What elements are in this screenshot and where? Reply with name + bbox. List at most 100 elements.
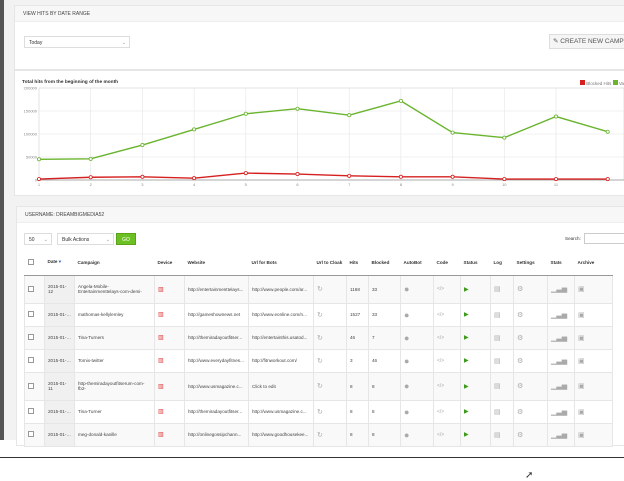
play-icon[interactable]: ▶ bbox=[460, 274, 491, 304]
cloak-refresh-icon[interactable]: ↻ bbox=[313, 348, 347, 373]
archive-icon[interactable]: ▣ bbox=[574, 422, 613, 447]
row-checkbox[interactable] bbox=[24, 274, 45, 304]
gear-icon[interactable]: ⚙ bbox=[513, 371, 548, 401]
stats-icon[interactable]: ▁▃▅ bbox=[547, 371, 575, 401]
col-url-bots[interactable]: Url for Bots bbox=[248, 250, 314, 276]
row-checkbox[interactable] bbox=[24, 371, 45, 401]
stats-icon[interactable]: ▁▃▅ bbox=[547, 422, 575, 447]
log-icon[interactable]: ▤ bbox=[490, 325, 514, 350]
col-autobot: AutoBot bbox=[400, 250, 434, 276]
code-icon[interactable]: </> bbox=[433, 325, 461, 350]
archive-icon[interactable]: ▣ bbox=[574, 302, 613, 327]
bulk-actions-select[interactable]: Bulk Actions ⌄ bbox=[57, 233, 114, 245]
bots-url-cell[interactable]: http://www.goodhousekee... bbox=[248, 422, 314, 447]
play-icon[interactable]: ▶ bbox=[460, 422, 491, 447]
play-icon[interactable]: ▶ bbox=[460, 325, 491, 350]
date-range-select[interactable]: Today ⌄ bbox=[24, 36, 130, 48]
log-icon[interactable]: ▤ bbox=[490, 422, 514, 447]
create-campaign-button[interactable]: ✎ CREATE NEW CAMP bbox=[549, 34, 624, 49]
select-all-checkbox[interactable] bbox=[24, 250, 45, 276]
archive-icon[interactable]: ▣ bbox=[574, 399, 613, 424]
archive-icon[interactable]: ▣ bbox=[574, 348, 613, 373]
android-icon[interactable]: ● bbox=[400, 399, 434, 424]
log-icon[interactable]: ▤ bbox=[490, 274, 514, 304]
search-input[interactable] bbox=[584, 233, 624, 244]
gear-icon[interactable]: ⚙ bbox=[513, 325, 548, 350]
play-icon[interactable]: ▶ bbox=[460, 348, 491, 373]
website-cell[interactable]: http://gameshownews.net bbox=[184, 302, 249, 327]
website-cell[interactable]: http://themiradayoutfitser... bbox=[184, 399, 249, 424]
row-checkbox[interactable] bbox=[24, 325, 45, 350]
cloak-refresh-icon[interactable]: ↻ bbox=[313, 422, 347, 447]
col-date[interactable]: Date ▾ bbox=[44, 250, 75, 276]
cloak-refresh-icon[interactable]: ↻ bbox=[313, 274, 347, 304]
code-icon[interactable]: </> bbox=[433, 348, 461, 373]
bots-url-cell[interactable]: http://www.usmagazine.c... bbox=[248, 399, 314, 424]
campaign-cell[interactable]: http-themiradayoutfitserum-com-fb2- bbox=[74, 371, 155, 401]
row-checkbox[interactable] bbox=[24, 302, 45, 327]
row-checkbox[interactable] bbox=[24, 348, 45, 373]
play-icon[interactable]: ▶ bbox=[460, 302, 491, 327]
code-icon[interactable]: </> bbox=[433, 371, 461, 401]
cloak-refresh-icon[interactable]: ↻ bbox=[313, 302, 347, 327]
code-icon[interactable]: </> bbox=[433, 422, 461, 447]
col-blocked[interactable]: Blocked bbox=[368, 250, 401, 276]
cloak-refresh-icon[interactable]: ↻ bbox=[313, 371, 347, 401]
bots-url-cell[interactable]: http://fitnworkout.com/ bbox=[248, 348, 314, 373]
gear-icon[interactable]: ⚙ bbox=[513, 274, 548, 304]
stats-icon[interactable]: ▁▃▅ bbox=[547, 325, 575, 350]
col-url-cloak[interactable]: Url to Cloak bbox=[313, 250, 347, 276]
code-icon[interactable]: </> bbox=[433, 274, 461, 304]
gear-icon[interactable]: ⚙ bbox=[513, 399, 548, 424]
bots-url-cell[interactable]: http://www.people.com/ar... bbox=[248, 274, 314, 304]
campaign-cell[interactable]: meg-donald-kanille bbox=[74, 422, 155, 447]
archive-icon[interactable]: ▣ bbox=[574, 371, 613, 401]
gear-icon[interactable]: ⚙ bbox=[513, 348, 548, 373]
website-cell[interactable]: http://www.usmagazine.c... bbox=[184, 371, 249, 401]
col-website[interactable]: Website bbox=[184, 250, 249, 276]
android-icon[interactable]: ● bbox=[400, 302, 434, 327]
go-button[interactable]: GO bbox=[116, 233, 136, 245]
bots-url-cell[interactable]: http://entertainthis.usatod... bbox=[248, 325, 314, 350]
col-campaign[interactable]: Campaign bbox=[74, 250, 155, 276]
gear-icon[interactable]: ⚙ bbox=[513, 422, 548, 447]
stats-icon[interactable]: ▁▃▅ bbox=[547, 274, 575, 304]
stats-icon[interactable]: ▁▃▅ bbox=[547, 399, 575, 424]
gear-icon[interactable]: ⚙ bbox=[513, 302, 548, 327]
android-icon[interactable]: ● bbox=[400, 422, 434, 447]
campaign-cell[interactable]: Tina-Turners bbox=[74, 325, 155, 350]
log-icon[interactable]: ▤ bbox=[490, 348, 514, 373]
website-cell[interactable]: http://themiradayoutfitser... bbox=[184, 325, 249, 350]
archive-icon[interactable]: ▣ bbox=[574, 325, 613, 350]
website-cell[interactable]: http://www.everydayfitnes... bbox=[184, 348, 249, 373]
play-icon[interactable]: ▶ bbox=[460, 371, 491, 401]
android-icon[interactable]: ● bbox=[400, 274, 434, 304]
website-cell[interactable]: http://entertainmenttelays... bbox=[184, 274, 249, 304]
bots-url-cell[interactable]: http://www.eonline.com/n... bbox=[248, 302, 314, 327]
page-size-select[interactable]: 50 ⌄ bbox=[24, 233, 52, 245]
cloak-refresh-icon[interactable]: ↻ bbox=[313, 325, 347, 350]
campaign-cell[interactable]: Tina-Turner bbox=[74, 399, 155, 424]
android-icon[interactable]: ● bbox=[400, 325, 434, 350]
cloak-refresh-icon[interactable]: ↻ bbox=[313, 399, 347, 424]
stats-icon[interactable]: ▁▃▅ bbox=[547, 348, 575, 373]
campaign-cell[interactable]: mathomas-kellylemley bbox=[74, 302, 155, 327]
website-cell[interactable]: http://onlinegossipchann... bbox=[184, 422, 249, 447]
campaign-cell[interactable]: Tomix-twitter bbox=[74, 348, 155, 373]
col-device[interactable]: Device bbox=[154, 250, 185, 276]
campaign-cell[interactable]: Angela-Mobile-Entertainmenttelays-com-de… bbox=[74, 274, 155, 304]
android-icon[interactable]: ● bbox=[400, 371, 434, 401]
log-icon[interactable]: ▤ bbox=[490, 399, 514, 424]
stats-icon[interactable]: ▁▃▅ bbox=[547, 302, 575, 327]
code-icon[interactable]: </> bbox=[433, 302, 461, 327]
android-icon[interactable]: ● bbox=[400, 348, 434, 373]
row-checkbox[interactable] bbox=[24, 422, 45, 447]
col-hits[interactable]: Hits bbox=[346, 250, 369, 276]
log-icon[interactable]: ▤ bbox=[490, 371, 514, 401]
row-checkbox[interactable] bbox=[24, 399, 45, 424]
log-icon[interactable]: ▤ bbox=[490, 302, 514, 327]
bots-url-cell[interactable]: Click to edit bbox=[248, 371, 314, 401]
play-icon[interactable]: ▶ bbox=[460, 399, 491, 424]
code-icon[interactable]: </> bbox=[433, 399, 461, 424]
archive-icon[interactable]: ▣ bbox=[574, 274, 613, 304]
